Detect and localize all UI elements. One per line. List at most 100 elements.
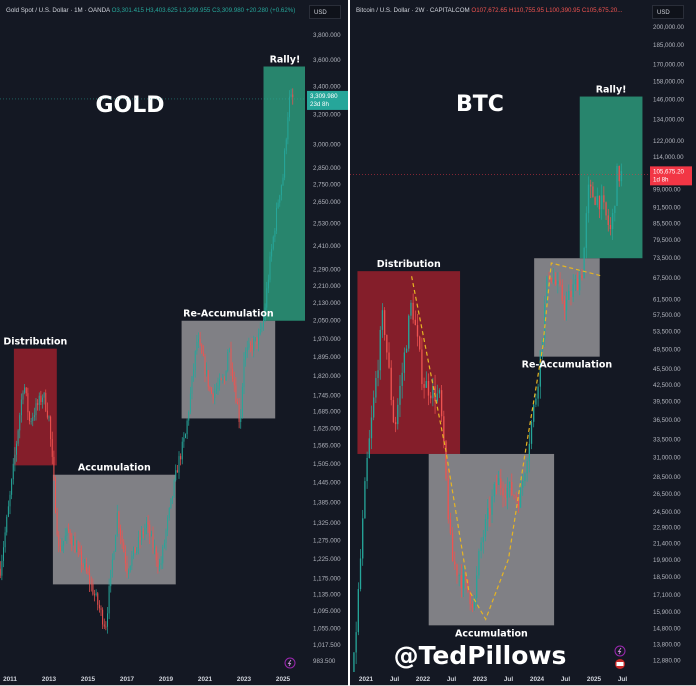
candle-body (519, 487, 522, 508)
candle-body (254, 337, 256, 340)
zone-accumulation (428, 453, 555, 626)
candle-body (261, 326, 263, 330)
candle-body (87, 571, 89, 574)
y-tick-label: 2,290.000 (313, 266, 341, 273)
candle-body (544, 304, 546, 340)
candle-body (61, 545, 63, 551)
last-price-badge (650, 166, 692, 186)
candle-body (74, 539, 76, 553)
candle-body (537, 386, 539, 399)
candle-body (563, 300, 566, 311)
gold-chart-svg: Distribution Accumulation Re-Accumulation R… (0, 32, 348, 686)
candle-body (445, 441, 447, 479)
y-tick-label: 2,050.000 (313, 318, 341, 325)
candle-body (20, 399, 22, 416)
x-tick-label: 2015 (81, 676, 96, 683)
candle-body (92, 583, 94, 595)
candle-body (214, 390, 216, 399)
candle-body (614, 205, 616, 213)
y-tick-label: 49,500.00 (653, 347, 681, 354)
x-tick-label: Jul (561, 676, 570, 683)
candle-body (592, 186, 594, 198)
x-tick-label: Jul (504, 676, 513, 683)
candle-body (79, 548, 81, 552)
y-tick-label: 1,175.000 (313, 575, 341, 582)
candle-body (559, 280, 561, 285)
x-tick-label: 2021 (359, 676, 374, 683)
candle-body (95, 593, 97, 595)
currency-selector[interactable]: USD (652, 5, 684, 19)
y-tick-label: 33,500.00 (653, 437, 681, 444)
candle-body (526, 461, 528, 474)
candle-body (212, 393, 214, 399)
y-tick-label: 1,505.000 (313, 461, 341, 468)
candle-body (222, 379, 224, 381)
candle-body (513, 495, 515, 496)
y-tick-label: 42,500.00 (653, 382, 681, 389)
candle-body (539, 350, 541, 387)
candle-body (478, 550, 480, 576)
cup-curve-dashed (411, 262, 603, 621)
candle-body (362, 518, 364, 559)
candle-body (447, 478, 449, 520)
y-tick-label: 1,325.000 (313, 520, 341, 527)
candle-body (357, 589, 359, 633)
candle-body (123, 542, 125, 552)
candle-body (3, 547, 4, 561)
candle-body (84, 563, 86, 567)
y-tick-label: 1,445.000 (313, 480, 341, 487)
us-flag-stripes (616, 662, 624, 666)
lightning-glyph (287, 659, 292, 667)
candle-body (76, 547, 78, 553)
candle-body (522, 481, 524, 488)
candle-body (227, 352, 229, 371)
lightning-icon (614, 645, 626, 657)
candle-body (550, 277, 552, 282)
candle-body (594, 197, 596, 205)
y-tick-label: 79,500.00 (653, 237, 681, 244)
zone-label: Accumulation (78, 463, 151, 474)
candle-body (370, 417, 373, 439)
candle-body (33, 415, 35, 418)
candle-body (271, 248, 273, 257)
candle-body (366, 457, 368, 482)
candle-body (228, 348, 230, 353)
candle-body (16, 443, 17, 455)
candle-body (42, 397, 43, 403)
candle-body (421, 349, 423, 385)
candle-body (37, 403, 39, 405)
candle-body (59, 546, 61, 551)
candle-body (462, 574, 465, 589)
candle-body (484, 519, 487, 537)
candle-body (55, 478, 56, 513)
candle-body (500, 478, 502, 489)
candle-body (419, 336, 421, 350)
candle-body (233, 379, 235, 386)
btc-chart-panel[interactable]: Bitcoin / U.S. Dollar · 2W · CAPITALCOM … (350, 0, 696, 686)
candle-body (211, 388, 212, 394)
zone-accumulation (52, 474, 176, 585)
gold-chart-panel[interactable]: Gold Spot / U.S. Dollar · 1M · OANDA O3,… (0, 0, 348, 686)
candle-body (29, 412, 30, 422)
currency-selector[interactable]: USD (309, 5, 341, 19)
candle-body (215, 388, 217, 391)
zone-label: Accumulation (455, 628, 528, 639)
candle-body (191, 376, 193, 394)
close-value: C105,675.20... (581, 7, 623, 14)
candle-body (175, 470, 177, 481)
candle-body (105, 626, 107, 628)
candle-body (443, 416, 445, 442)
candle-body (287, 117, 289, 140)
candle-body (157, 560, 159, 567)
candle-body (188, 412, 190, 421)
candle-body (45, 392, 47, 411)
zone-distribution (357, 271, 461, 454)
candle-body (557, 280, 559, 285)
candle-body (146, 522, 147, 529)
candle-body (100, 608, 102, 610)
candle-body (469, 591, 471, 604)
y-tick-label: 17,100.00 (653, 592, 681, 599)
candle-body (89, 573, 91, 584)
y-tick-label: 28,500.00 (653, 474, 681, 481)
x-tick-label: 2021 (198, 676, 213, 683)
